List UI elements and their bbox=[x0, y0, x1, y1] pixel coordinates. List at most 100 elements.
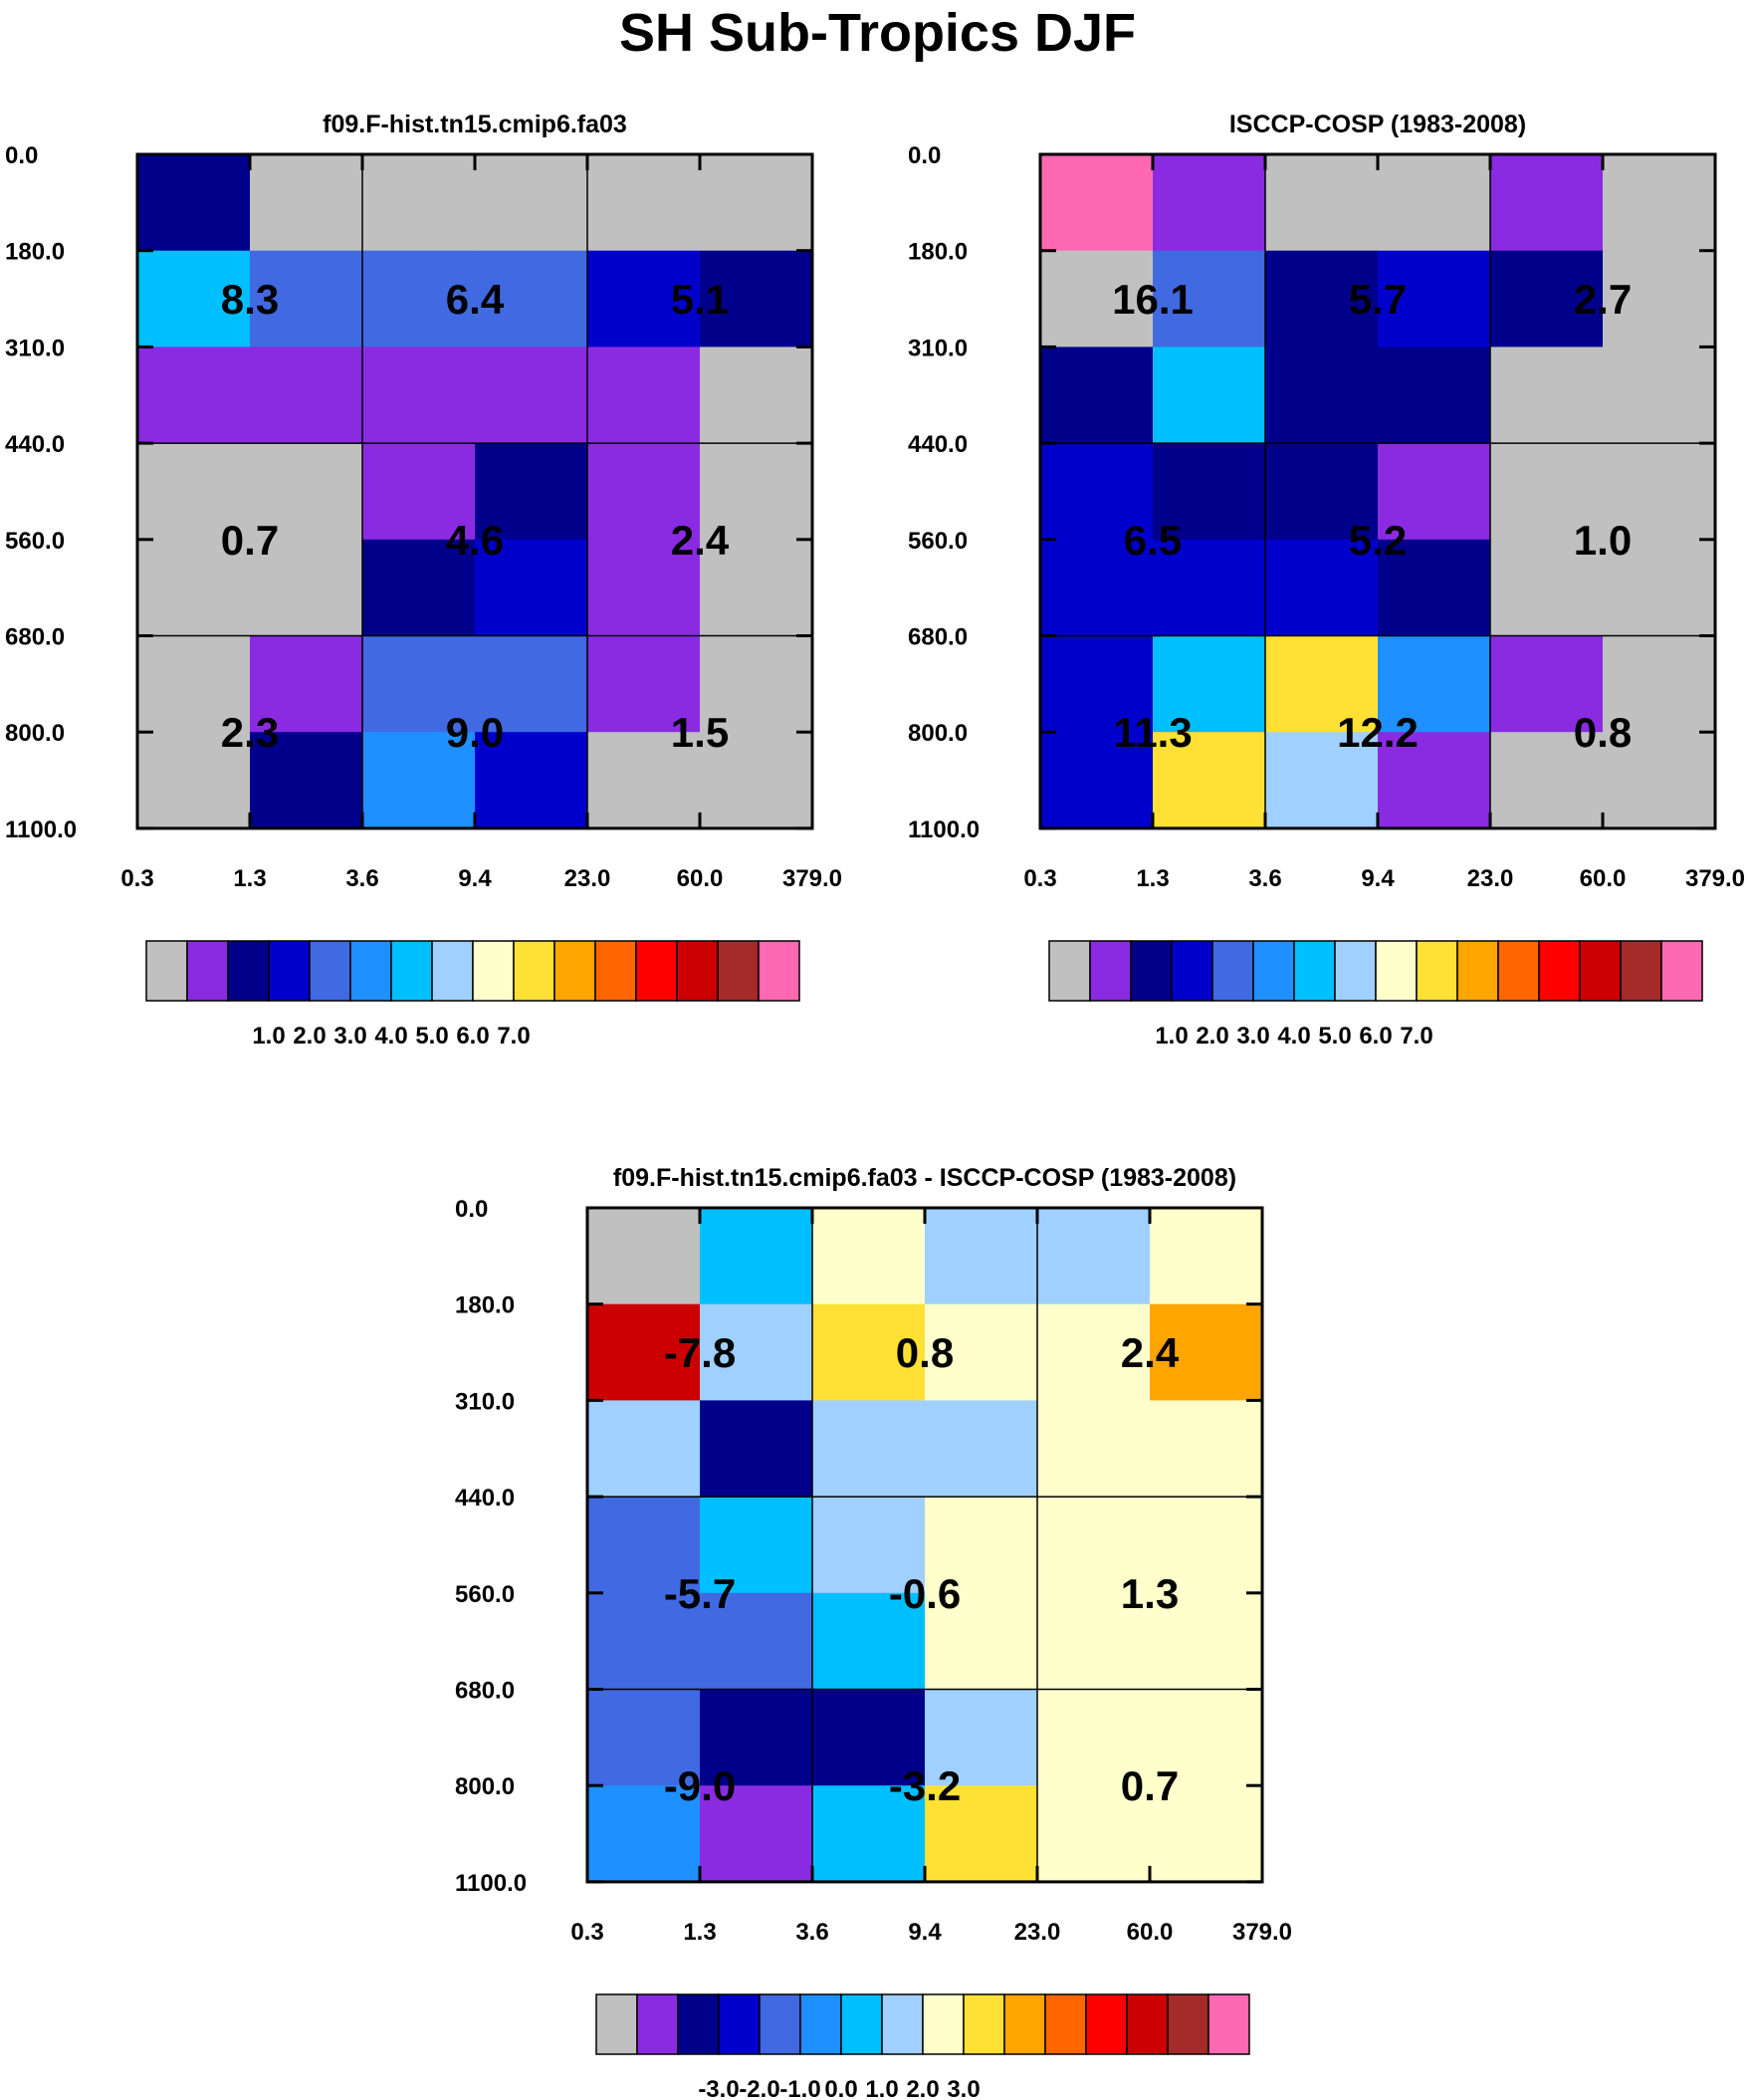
x-tick-label: 23.0 bbox=[564, 865, 611, 892]
x-tick-label: 1.3 bbox=[233, 865, 266, 892]
colorbar-swatch bbox=[145, 940, 188, 1002]
heatmap-cell bbox=[475, 443, 588, 541]
heatmap-cell bbox=[362, 732, 476, 829]
heatmap-cell bbox=[250, 250, 363, 348]
heatmap-cell bbox=[1150, 1785, 1263, 1883]
colorbar-swatch bbox=[309, 940, 351, 1002]
colorbar-label: 4.0 bbox=[1277, 1023, 1310, 1050]
heatmap-cell bbox=[1037, 1785, 1151, 1883]
x-tick-label: 379.0 bbox=[782, 865, 842, 892]
heatmap-panel-3: f09.F-hist.tn15.cmip6.fa03 - ISCCP-COSP … bbox=[455, 1164, 1292, 2100]
block-value-label: 6.5 bbox=[1124, 517, 1182, 564]
colorbar-swatch bbox=[1579, 940, 1622, 1002]
y-tick-label: 680.0 bbox=[5, 624, 65, 651]
colorbar-swatch bbox=[1126, 1993, 1169, 2055]
heatmap-cell bbox=[587, 1785, 701, 1883]
heatmap-cell bbox=[700, 1689, 813, 1786]
block-value-label: 0.7 bbox=[221, 517, 279, 564]
colorbar-label: 1.0 bbox=[1155, 1023, 1188, 1050]
block-value-label: 2.7 bbox=[1574, 276, 1632, 323]
x-tick-label: 23.0 bbox=[1467, 865, 1514, 892]
heatmap-cell bbox=[700, 1303, 813, 1401]
colorbar-label: 3.0 bbox=[947, 2076, 980, 2100]
colorbar-swatch bbox=[1171, 940, 1213, 1002]
heatmap-cell bbox=[1037, 1497, 1151, 1594]
colorbar-label: 3.0 bbox=[333, 1023, 366, 1050]
colorbar-swatch bbox=[1252, 940, 1295, 1002]
block-value-label: 9.0 bbox=[446, 709, 504, 756]
x-tick-label: 3.6 bbox=[345, 865, 378, 892]
heatmap-cell bbox=[1265, 443, 1379, 541]
heatmap-cell bbox=[925, 1592, 1038, 1691]
heatmap-cell bbox=[1037, 1303, 1151, 1401]
block-value-label: 5.7 bbox=[1349, 276, 1407, 323]
heatmap-cell bbox=[1153, 443, 1266, 541]
heatmap-cell bbox=[137, 539, 251, 637]
heatmap-cell bbox=[362, 347, 476, 444]
colorbar: 1.0 2.0 3.0 4.0 5.0 6.0 7.0 bbox=[1048, 940, 1703, 1050]
heatmap-cell bbox=[475, 154, 588, 252]
heatmap-cell bbox=[1153, 347, 1266, 444]
y-tick-label: 0.0 bbox=[5, 142, 38, 169]
block-value-label: 2.3 bbox=[221, 709, 279, 756]
heatmap-cell bbox=[587, 1497, 701, 1594]
main-title: SH Sub-Tropics DJF bbox=[618, 3, 1137, 63]
colorbar-swatch bbox=[1538, 940, 1581, 1002]
y-tick-label: 310.0 bbox=[908, 335, 968, 361]
colorbar: -3.0 -2.0 -1.0 0.0 1.0 2.0 3.0 bbox=[595, 1993, 1250, 2100]
colorbar-swatch bbox=[513, 940, 555, 1002]
colorbar-label: 1.0 bbox=[252, 1023, 285, 1050]
y-tick-label: 180.0 bbox=[5, 239, 65, 266]
colorbar-label: 1.0 bbox=[865, 2076, 898, 2100]
colorbar-swatch bbox=[390, 940, 433, 1002]
colorbar: 1.0 2.0 3.0 4.0 5.0 6.0 7.0 bbox=[145, 940, 800, 1050]
panel-title: f09.F-hist.tn15.cmip6.fa03 bbox=[323, 111, 627, 138]
y-tick-label: 560.0 bbox=[908, 528, 968, 555]
colorbar-swatch bbox=[1375, 940, 1418, 1002]
colorbar-label: 6.0 bbox=[456, 1023, 489, 1050]
heatmap-cell bbox=[587, 1689, 701, 1786]
y-tick-label: 180.0 bbox=[908, 239, 968, 266]
colorbar-swatch bbox=[1660, 940, 1703, 1002]
heatmap-cell bbox=[1150, 1400, 1263, 1498]
heatmap-cell bbox=[1153, 635, 1266, 733]
y-tick-label: 800.0 bbox=[455, 1773, 515, 1800]
colorbar-swatch bbox=[1048, 940, 1091, 1002]
block-value-label: 12.2 bbox=[1337, 709, 1419, 756]
y-tick-label: 0.0 bbox=[455, 1196, 488, 1223]
heatmap-cell bbox=[1378, 635, 1491, 733]
heatmap-cell bbox=[250, 732, 363, 829]
heatmap-cell bbox=[700, 732, 813, 829]
x-tick-label: 379.0 bbox=[1685, 865, 1745, 892]
heatmap-cell bbox=[587, 1400, 701, 1498]
heatmap-cell bbox=[1378, 539, 1491, 637]
heatmap-cell bbox=[1040, 732, 1154, 829]
heatmap-cell bbox=[137, 347, 251, 444]
heatmap-cell bbox=[1265, 539, 1379, 637]
colorbar-swatch bbox=[553, 940, 596, 1002]
heatmap-cell bbox=[1150, 1208, 1263, 1305]
y-tick-label: 440.0 bbox=[908, 431, 968, 458]
colorbar-label: 7.0 bbox=[1400, 1023, 1432, 1050]
heatmap-cell bbox=[587, 1592, 701, 1691]
heatmap-cell bbox=[700, 443, 813, 541]
colorbar-swatch bbox=[1416, 940, 1458, 1002]
heatmap-cell bbox=[250, 635, 363, 733]
heatmap-cell bbox=[1378, 443, 1491, 541]
colorbar-label: 2.0 bbox=[906, 2076, 939, 2100]
heatmap-cell bbox=[1150, 1303, 1263, 1401]
heatmap-cell bbox=[700, 154, 813, 252]
x-tick-label: 9.4 bbox=[1361, 865, 1395, 892]
heatmap-cell bbox=[700, 1208, 813, 1305]
heatmap-cell bbox=[1153, 732, 1266, 829]
heatmap-cell bbox=[1378, 347, 1491, 444]
x-tick-label: 60.0 bbox=[1580, 865, 1627, 892]
heatmap-cell bbox=[1603, 347, 1716, 444]
block-value-label: 8.3 bbox=[221, 276, 279, 323]
x-tick-label: 0.3 bbox=[120, 865, 153, 892]
heatmap-cell bbox=[587, 250, 701, 348]
heatmap-cell bbox=[1153, 539, 1266, 637]
heatmap-cell bbox=[1153, 250, 1266, 348]
colorbar-swatch bbox=[1085, 1993, 1128, 2055]
block-value-label: -0.6 bbox=[889, 1570, 961, 1617]
